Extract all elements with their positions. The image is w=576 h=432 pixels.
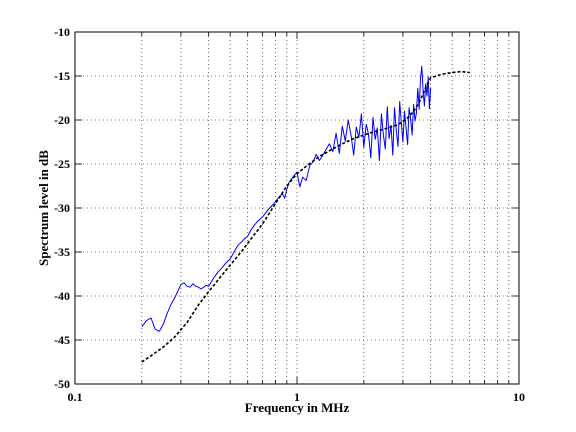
axis-ticks xyxy=(74,31,520,385)
y-tick-label: -50 xyxy=(54,377,70,391)
x-tick-label: 1 xyxy=(294,390,300,404)
y-tick-label: -35 xyxy=(54,245,70,259)
y-tick-label: -30 xyxy=(54,201,70,215)
y-tick-label: -25 xyxy=(54,157,70,171)
y-axis-label: Spectrum level in dB xyxy=(36,150,51,266)
x-axis-label: Frequency in MHz xyxy=(245,400,350,415)
series-layer xyxy=(141,65,470,363)
y-tick-label: -45 xyxy=(54,333,70,347)
x-tick-label: 0.1 xyxy=(68,390,83,404)
y-tick-label: -10 xyxy=(54,25,70,39)
y-tick-label: -15 xyxy=(54,69,70,83)
y-tick-label: -40 xyxy=(54,289,70,303)
x-tick-label: 10 xyxy=(513,390,525,404)
measured-spectrum-line xyxy=(141,65,432,332)
grid xyxy=(75,32,519,384)
y-tick-label: -20 xyxy=(54,113,70,127)
tick-labels: 0.1 1 10 -50 -45 -40 -35 -30 -25 -20 -15 -10 xyxy=(54,25,525,404)
